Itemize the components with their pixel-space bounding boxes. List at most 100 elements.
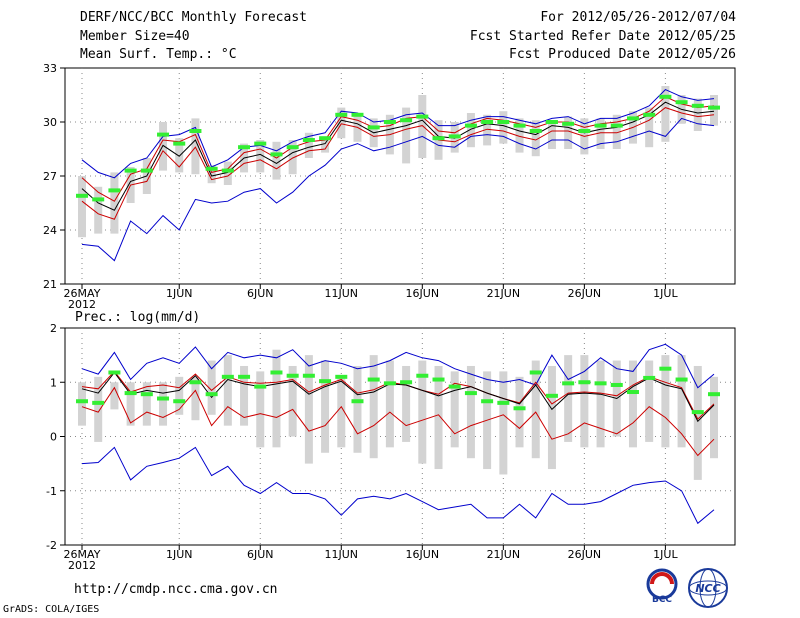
spread-box [337,107,346,139]
spread-box [304,132,313,158]
spread-box [466,113,475,148]
observed-marker [221,374,234,379]
spread-box [580,355,589,448]
spread-box [110,382,119,410]
series-max-line [81,343,715,389]
observed-marker [545,120,558,124]
spread-box [142,382,151,426]
spread-box [547,365,556,470]
observed-marker [140,168,153,173]
bcc-logo-ring [646,568,678,600]
observed-marker [254,384,267,389]
observed-marker [529,370,542,375]
spread-box [94,186,103,234]
observed-marker [221,168,234,173]
spread-box [661,355,670,448]
x-tick-label: 6JUN [247,287,274,300]
observed-marker [92,197,105,202]
observed-marker [464,123,477,128]
spread-box [385,360,394,448]
x-tick-label: 21JUN [487,548,521,561]
ncc-logo-lat [688,580,728,596]
observed-marker [610,382,623,387]
observed-marker [675,377,688,382]
y-tick-label: 1 [50,376,57,389]
observed-marker [173,399,186,404]
x-tick-label: 1JUN [166,287,193,300]
spread-box [110,172,119,234]
observed-marker [351,399,364,404]
observed-marker [108,370,121,375]
y-tick-label: 24 [43,224,57,237]
series-upper-line [81,370,715,420]
observed-marker [140,392,153,397]
x-tick-label: 1JUL [653,287,678,300]
spread-box [175,138,184,173]
spread-box [661,86,670,142]
observed-marker [578,380,591,385]
x-tick-label: 26JUN [568,287,602,300]
header-title: DERF/NCC/BCC Monthly Forecast [80,10,307,25]
spread-box [207,165,216,184]
x-tick-label: 1JUL [653,548,678,561]
footer-url[interactable]: http://cmdp.ncc.cma.gov.cn [74,582,278,597]
x-tick-label: 1JUN [166,548,193,561]
series-lower-line [81,107,715,220]
observed-marker [124,391,137,396]
series-min-line [81,446,715,525]
x-tick-label: 6JUN [247,548,274,561]
observed-marker [481,399,494,404]
observed-marker [157,132,170,137]
spread-box [612,114,621,149]
observed-marker [545,393,558,398]
spread-box [402,365,411,442]
panel-title: Prec.: log(mm/d) [75,310,200,325]
observed-marker [286,145,299,150]
observed-marker [513,123,526,128]
observed-marker [497,120,510,124]
spread-box [207,360,216,415]
spread-box [515,118,524,153]
observed-marker [708,105,720,110]
spread-box [693,365,702,480]
header-variable: Mean Surf. Temp.: °C [80,47,237,62]
spread-box [256,371,265,448]
observed-marker [562,381,575,386]
observed-marker [416,114,429,119]
spread-box [596,118,605,149]
observed-marker [432,377,445,382]
x-tick-label: 11JUN [325,548,359,561]
series-mean-line [81,101,715,211]
x-tick-label: 26MAY [64,548,101,561]
x-tick-label: 16JUN [406,287,440,300]
observed-marker [270,370,283,375]
spread-box [418,360,427,464]
spread-box [547,120,556,149]
observed-marker [481,120,494,124]
observed-marker [189,380,202,385]
observed-marker [643,112,656,117]
spread-box [499,111,508,144]
observed-marker [124,168,137,173]
spread-box [710,95,718,126]
panel-temperature: 21 24 27 30 33 26MAY 1JUN 6JUN 11JUN 16JUN 21JUN 26… [43,62,736,311]
spread-box [321,136,330,153]
observed-marker [270,152,283,157]
y-tick-label: 33 [43,62,57,75]
series-mean-line [81,371,715,423]
y-tick-label: 2 [50,322,57,335]
ncc-logo-text: NCC [695,582,720,595]
observed-marker [594,381,607,386]
observed-marker [108,188,121,193]
observed-marker [319,136,332,141]
observed-marker [659,94,672,99]
spread-box [78,382,86,426]
spread-box [677,355,686,448]
x-year-label: 2012 [68,298,96,311]
spread-box [78,176,86,238]
spread-box [645,107,654,148]
observed-marker [76,193,88,198]
observed-marker [205,166,218,171]
spread-box [710,376,718,459]
spread-box [272,141,281,180]
